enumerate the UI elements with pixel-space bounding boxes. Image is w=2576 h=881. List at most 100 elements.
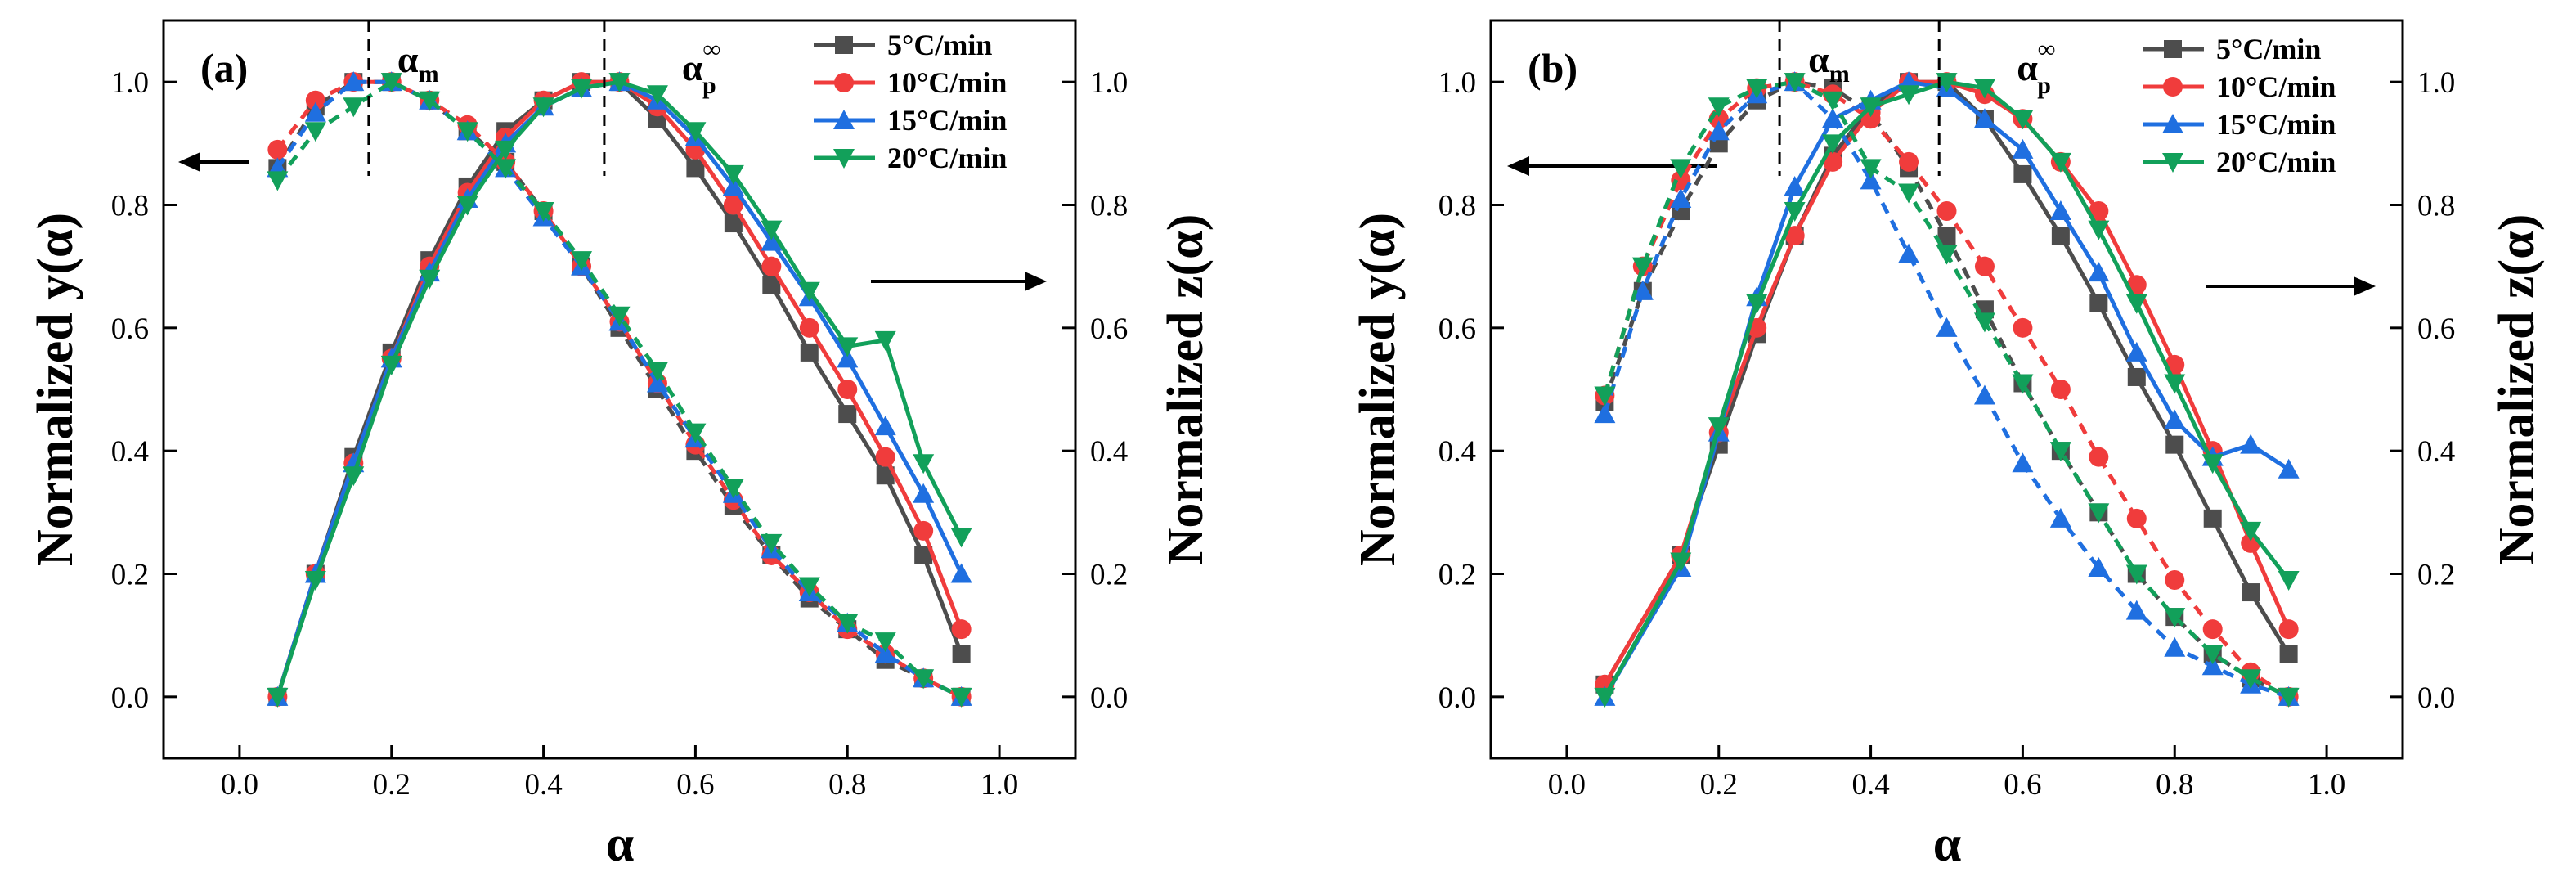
data-point-z_alpha-2	[722, 175, 744, 196]
x-tick-label: 0.8	[2156, 768, 2193, 802]
x-tick-label: 1.0	[981, 768, 1018, 802]
data-point-z_alpha-3	[380, 355, 402, 375]
data-point-z_alpha-2	[2164, 409, 2186, 429]
data-point-z_alpha-2	[1784, 175, 1806, 196]
series-line-z_alpha-2	[276, 79, 963, 698]
data-point-z_alpha-1	[799, 317, 819, 338]
x-tick-label: 0.6	[676, 768, 714, 802]
data-point-z_alpha-1	[913, 520, 934, 541]
data-point-z_alpha-0	[2127, 367, 2146, 386]
data-point-z_alpha-1	[1784, 226, 1805, 246]
y-right-tick-label: 0.0	[2417, 681, 2455, 715]
data-point-z_alpha-3	[950, 528, 972, 548]
annotations-group: αm α∞ p	[1778, 20, 2055, 176]
data-point-y_alpha-3	[2088, 503, 2110, 524]
data-point-y_alpha-2	[1708, 120, 1730, 141]
data-point-z_alpha-0	[2051, 227, 2070, 245]
data-point-y_alpha-1	[267, 139, 288, 160]
data-point-z_alpha-2	[874, 416, 896, 436]
y-right-tick-label: 0.0	[1090, 681, 1128, 715]
data-point-y_alpha-3	[1784, 73, 1806, 93]
data-point-y_alpha-3	[380, 73, 402, 93]
legend-label: 15°C/min	[887, 104, 1007, 137]
data-point-z_alpha-3	[456, 196, 478, 216]
data-point-y_alpha-2	[2012, 452, 2034, 473]
right-arrow-icon	[2354, 276, 2376, 296]
data-point-z_alpha-3	[913, 454, 935, 474]
y-left-tick-label: 0.2	[111, 559, 149, 592]
x-tick-label: 0.0	[1548, 768, 1586, 802]
data-point-z_alpha-3	[874, 330, 896, 351]
alpha-m-symbol: α	[1808, 38, 1829, 80]
data-point-y_alpha-3	[798, 577, 820, 597]
y-right-tick-label: 0.8	[1090, 190, 1128, 223]
y-left-tick-label: 0.8	[111, 190, 149, 223]
data-point-z_alpha-1	[723, 195, 743, 215]
plot-frame	[162, 19, 1077, 760]
data-point-z_alpha-2	[1973, 108, 1995, 128]
data-point-y_alpha-2	[2125, 600, 2147, 620]
data-point-z_alpha-2	[2278, 458, 2300, 479]
data-point-y_alpha-2	[1860, 169, 1882, 190]
data-point-y_alpha-3	[2240, 669, 2262, 690]
data-point-y_alpha-3	[1708, 97, 1730, 118]
data-point-z_alpha-0	[2203, 509, 2222, 528]
data-point-z_alpha-1	[951, 619, 972, 640]
y-axis-left-title: Normalized y(α)	[1350, 213, 1406, 566]
data-point-z_alpha-3	[267, 687, 289, 708]
data-point-y_alpha-2	[1631, 280, 1654, 300]
data-point-y_alpha-3	[2164, 608, 2186, 628]
data-point-z_alpha-2	[2088, 262, 2110, 282]
data-point-z_alpha-0	[914, 546, 933, 564]
legend-label: 20°C/min	[887, 142, 1007, 174]
data-point-z_alpha-0	[800, 343, 819, 362]
legend-marker	[835, 36, 853, 54]
data-point-y_alpha-3	[343, 97, 365, 118]
data-point-z_alpha-3	[684, 122, 707, 142]
data-point-z_alpha-2	[950, 563, 972, 583]
legend-marker	[2162, 153, 2183, 173]
data-point-y_alpha-3	[304, 122, 326, 142]
data-point-y_alpha-1	[1936, 201, 1957, 222]
data-point-y_alpha-3	[646, 362, 668, 382]
data-point-y_alpha-3	[1860, 159, 1882, 179]
data-point-z_alpha-1	[875, 447, 895, 467]
series-line-z_alpha-0	[1603, 79, 2291, 686]
data-point-z_alpha-2	[2125, 341, 2147, 362]
panel-a: (a) α Normalized y(α) Normalized z(α) 0.…	[28, 19, 1214, 872]
data-point-y_alpha-3	[1594, 386, 1616, 407]
data-point-z_alpha-3	[646, 85, 668, 106]
y-right-tick-label: 0.6	[1090, 312, 1128, 346]
data-point-z_alpha-0	[952, 645, 971, 663]
legend-marker	[2162, 114, 2183, 133]
data-point-y_alpha-2	[874, 643, 896, 663]
data-point-z_alpha-1	[2089, 201, 2109, 222]
data-point-y_alpha-3	[495, 159, 517, 179]
y-left-tick-label: 0.6	[111, 312, 149, 346]
series-lines-group	[267, 71, 972, 708]
data-point-z_alpha-3	[2088, 220, 2110, 240]
data-point-z_alpha-0	[2279, 645, 2298, 663]
data-point-y_alpha-2	[1594, 403, 1616, 424]
ticks-group: 0.0 0.2 0.4 0.6 0.8 1.0 0.0 0.0 0.2 0.2 0.4 0.4 0.6 0…	[111, 66, 1129, 802]
data-point-z_alpha-3	[2240, 521, 2262, 542]
data-point-z_alpha-3	[2125, 294, 2147, 314]
data-point-z_alpha-3	[1898, 85, 1920, 106]
x-tick-label: 0.2	[373, 768, 411, 802]
data-point-y_alpha-3	[456, 122, 478, 142]
y-right-tick-label: 0.6	[2417, 312, 2455, 346]
data-point-y_alpha-3	[2278, 687, 2300, 708]
legend-label: 20°C/min	[2216, 146, 2336, 178]
data-point-y_alpha-1	[2202, 619, 2223, 640]
data-point-z_alpha-3	[343, 466, 365, 487]
data-point-y_alpha-3	[1973, 312, 1995, 333]
x-tick-label: 0.4	[524, 768, 562, 802]
data-point-y_alpha-2	[1973, 384, 1995, 405]
data-point-z_alpha-2	[913, 483, 935, 503]
alpha-p-subscript: p	[702, 72, 716, 99]
data-point-y_alpha-3	[684, 423, 707, 443]
y-right-tick-label: 1.0	[2417, 66, 2455, 100]
y-right-tick-label: 0.4	[1090, 435, 1128, 469]
data-point-z_alpha-3	[1670, 552, 1692, 573]
left-arrow-icon	[178, 152, 200, 172]
